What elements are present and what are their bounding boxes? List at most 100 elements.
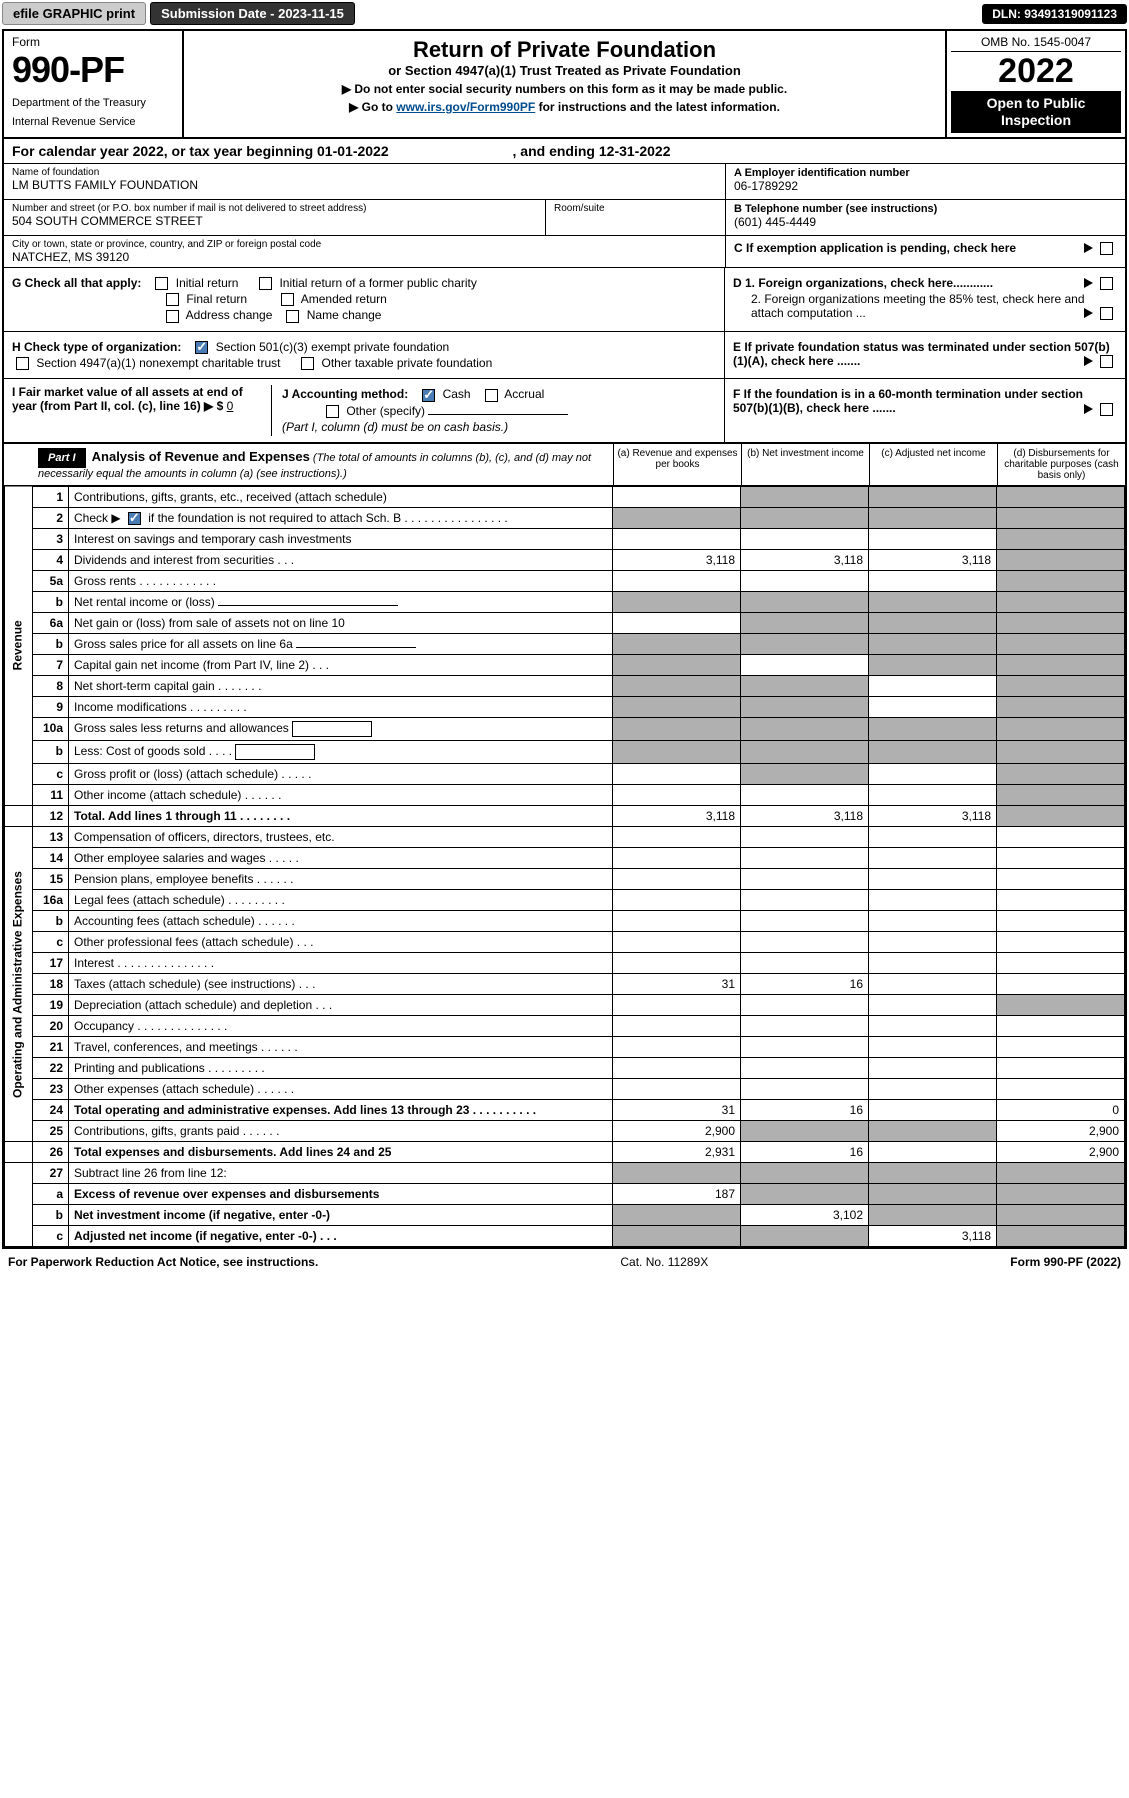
d1-checkbox[interactable] [1100, 277, 1113, 290]
ln-num: c [33, 932, 69, 953]
addr-val: 504 SOUTH COMMERCE STREET [12, 214, 537, 228]
g-opt-2: Final return [186, 292, 247, 306]
irs-label: Internal Revenue Service [12, 116, 174, 129]
table-row: b Less: Cost of goods sold . . . . [5, 741, 1125, 764]
ln-desc: Other professional fees (attach schedule… [69, 932, 613, 953]
val-12a: 3,118 [613, 806, 741, 827]
ln-desc: Excess of revenue over expenses and disb… [69, 1184, 613, 1205]
g-opt-0: Initial return [176, 276, 239, 290]
ln-desc: Taxes (attach schedule) (see instruction… [69, 974, 613, 995]
e-checkbox[interactable] [1100, 355, 1113, 368]
ln-desc: Subtract line 26 from line 12: [69, 1163, 613, 1184]
ln10b-text: Less: Cost of goods sold . . . . [74, 744, 232, 758]
schb-checkbox[interactable] [128, 512, 141, 525]
ln-desc: Check ▶ if the foundation is not require… [69, 507, 613, 528]
ln-desc: Gross sales less returns and allowances [69, 718, 613, 741]
h-opt-2: Other taxable private foundation [322, 356, 493, 370]
open-public-badge: Open to Public Inspection [951, 91, 1121, 133]
val-27aa: 187 [613, 1184, 741, 1205]
ein-val: 06-1789292 [734, 179, 1117, 193]
form-number: 990-PF [12, 49, 174, 91]
h-opt-1: Section 4947(a)(1) nonexempt charitable … [36, 356, 280, 370]
form-frame: Form 990-PF Department of the Treasury I… [2, 29, 1127, 1249]
table-row: 26Total expenses and disbursements. Add … [5, 1142, 1125, 1163]
ln-desc: Gross profit or (loss) (attach schedule)… [69, 764, 613, 785]
ln-num: b [33, 1205, 69, 1226]
ln-desc: Net rental income or (loss) [69, 592, 613, 613]
name-label: Name of foundation [12, 167, 717, 178]
ln-num: 15 [33, 869, 69, 890]
g-name-checkbox[interactable] [286, 310, 299, 323]
val-24a: 31 [613, 1100, 741, 1121]
table-row: bNet investment income (if negative, ent… [5, 1205, 1125, 1226]
table-row: 12 Total. Add lines 1 through 11 . . . .… [5, 806, 1125, 827]
ln-desc: Accounting fees (attach schedule) . . . … [69, 911, 613, 932]
g-amended-checkbox[interactable] [281, 293, 294, 306]
h-501c3-checkbox[interactable] [195, 341, 208, 354]
arrow-icon [1084, 356, 1093, 366]
g-initial-checkbox[interactable] [155, 277, 168, 290]
j-accrual-checkbox[interactable] [485, 389, 498, 402]
arrow-icon [1084, 308, 1093, 318]
j-other-checkbox[interactable] [326, 405, 339, 418]
submission-date-button[interactable]: Submission Date - 2023-11-15 [150, 2, 355, 25]
g-initial-former-checkbox[interactable] [259, 277, 272, 290]
city-label: City or town, state or province, country… [12, 239, 717, 250]
table-row: 4 Dividends and interest from securities… [5, 550, 1125, 571]
ln-num: 10a [33, 718, 69, 741]
table-row: 24Total operating and administrative exp… [5, 1100, 1125, 1121]
ln2-pre: Check ▶ [74, 511, 124, 525]
ln-desc: Adjusted net income (if negative, enter … [69, 1226, 613, 1247]
ln-num: 23 [33, 1079, 69, 1100]
val-18a: 31 [613, 974, 741, 995]
ln-desc: Less: Cost of goods sold . . . . [69, 741, 613, 764]
check-section-h: H Check type of organization: Section 50… [4, 332, 1125, 380]
irs-link[interactable]: www.irs.gov/Form990PF [396, 100, 535, 114]
ln-num: c [33, 764, 69, 785]
f-checkbox[interactable] [1100, 403, 1113, 416]
g-opt-3: Amended return [301, 292, 387, 306]
ln-num: 21 [33, 1037, 69, 1058]
val-4a: 3,118 [613, 550, 741, 571]
j-cash-checkbox[interactable] [422, 389, 435, 402]
ln-desc: Gross sales price for all assets on line… [69, 634, 613, 655]
ln-num: 17 [33, 953, 69, 974]
h-other-checkbox[interactable] [301, 357, 314, 370]
ln-num: b [33, 741, 69, 764]
val-27cc: 3,118 [869, 1226, 997, 1247]
instr-ssn: ▶ Do not enter social security numbers o… [190, 82, 939, 96]
calendar-year-row: For calendar year 2022, or tax year begi… [4, 139, 1125, 164]
c-checkbox[interactable] [1100, 242, 1113, 255]
ln-num: b [33, 911, 69, 932]
ln-num: 19 [33, 995, 69, 1016]
info-grid: Name of foundation LM BUTTS FAMILY FOUND… [4, 164, 1125, 268]
g-address-checkbox[interactable] [166, 310, 179, 323]
check-section-ij: I Fair market value of all assets at end… [4, 379, 1125, 443]
g-final-checkbox[interactable] [166, 293, 179, 306]
ln-num: 16a [33, 890, 69, 911]
val-4c: 3,118 [869, 550, 997, 571]
ln-num: 4 [33, 550, 69, 571]
ln-desc: Capital gain net income (from Part IV, l… [69, 655, 613, 676]
table-row: 18Taxes (attach schedule) (see instructi… [5, 974, 1125, 995]
d2-checkbox[interactable] [1100, 307, 1113, 320]
cal-mid: , and ending [513, 143, 599, 159]
g-label: G Check all that apply: [12, 276, 141, 290]
table-row: 23Other expenses (attach schedule) . . .… [5, 1079, 1125, 1100]
instr-pre: ▶ Go to [349, 100, 396, 114]
table-row: 21Travel, conferences, and meetings . . … [5, 1037, 1125, 1058]
table-row: aExcess of revenue over expenses and dis… [5, 1184, 1125, 1205]
efile-button[interactable]: efile GRAPHIC print [2, 2, 146, 25]
ln-num: 5a [33, 571, 69, 592]
val-12b: 3,118 [741, 806, 869, 827]
form-subtitle: or Section 4947(a)(1) Trust Treated as P… [190, 63, 939, 78]
ln10a-text: Gross sales less returns and allowances [74, 721, 289, 735]
ln-desc: Net gain or (loss) from sale of assets n… [69, 613, 613, 634]
table-row: cGross profit or (loss) (attach schedule… [5, 764, 1125, 785]
h-4947-checkbox[interactable] [16, 357, 29, 370]
col-b-hdr: (b) Net investment income [741, 444, 869, 485]
val-12c: 3,118 [869, 806, 997, 827]
ln-num: 14 [33, 848, 69, 869]
table-row: 20Occupancy . . . . . . . . . . . . . . [5, 1016, 1125, 1037]
g-opt-5: Name change [307, 308, 382, 322]
